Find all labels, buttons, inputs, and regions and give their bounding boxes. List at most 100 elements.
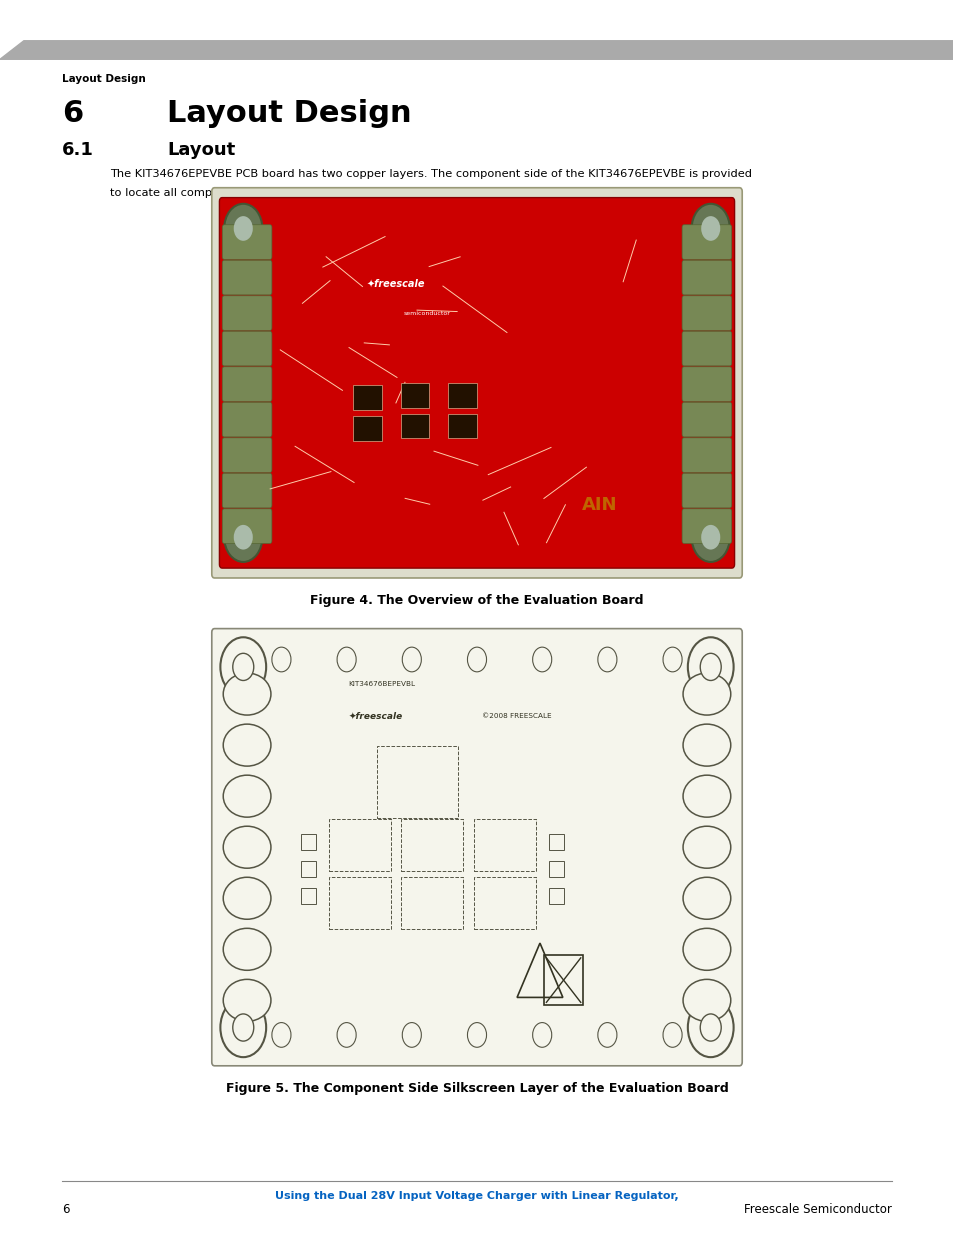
Circle shape [532, 647, 551, 672]
Ellipse shape [682, 826, 730, 868]
Text: KIT34676BEPEVBL: KIT34676BEPEVBL [348, 680, 415, 687]
Text: Freescale Semiconductor: Freescale Semiconductor [743, 1203, 891, 1216]
Circle shape [402, 647, 421, 672]
Circle shape [700, 216, 720, 241]
FancyBboxPatch shape [681, 473, 731, 508]
FancyBboxPatch shape [212, 188, 741, 578]
FancyBboxPatch shape [222, 261, 272, 295]
FancyBboxPatch shape [222, 403, 272, 437]
Text: 6: 6 [62, 1203, 70, 1216]
Circle shape [662, 647, 681, 672]
Circle shape [220, 637, 266, 697]
FancyBboxPatch shape [212, 629, 741, 1066]
Text: 6.1: 6.1 [62, 141, 93, 159]
Text: ✦freescale: ✦freescale [348, 711, 402, 721]
Bar [448, 414, 476, 438]
Ellipse shape [223, 929, 271, 971]
Circle shape [233, 653, 253, 680]
Bar [544, 956, 582, 1005]
Bar [400, 383, 429, 408]
FancyBboxPatch shape [681, 367, 731, 401]
Text: ✦freescale: ✦freescale [366, 278, 425, 288]
Text: Layout Design: Layout Design [167, 99, 411, 127]
Circle shape [336, 647, 355, 672]
Circle shape [700, 1014, 720, 1041]
Bar [448, 383, 476, 408]
Text: 6: 6 [62, 99, 83, 127]
Bar [548, 888, 563, 904]
Ellipse shape [223, 877, 271, 919]
Polygon shape [0, 41, 953, 59]
Ellipse shape [223, 979, 271, 1021]
Ellipse shape [223, 673, 271, 715]
Text: ©2008 FREESCALE: ©2008 FREESCALE [482, 713, 551, 719]
Circle shape [224, 204, 262, 253]
FancyBboxPatch shape [222, 509, 272, 543]
FancyBboxPatch shape [681, 437, 731, 472]
FancyBboxPatch shape [222, 437, 272, 472]
Text: Using the Dual 28V Input Voltage Charger with Linear Regulator,: Using the Dual 28V Input Voltage Charger… [274, 1191, 679, 1200]
Bar [376, 746, 457, 818]
Bar [300, 834, 315, 850]
Circle shape [233, 216, 253, 241]
Circle shape [662, 1023, 681, 1047]
Circle shape [224, 513, 262, 562]
Ellipse shape [223, 776, 271, 818]
Circle shape [598, 647, 617, 672]
Ellipse shape [223, 724, 271, 766]
Text: to locate all components.: to locate all components. [110, 188, 257, 198]
Bar [329, 877, 391, 929]
Text: Figure 4. The Overview of the Evaluation Board: Figure 4. The Overview of the Evaluation… [310, 594, 643, 608]
Ellipse shape [223, 826, 271, 868]
Bar [353, 416, 381, 441]
Circle shape [220, 998, 266, 1057]
Text: Figure 5. The Component Side Silkscreen Layer of the Evaluation Board: Figure 5. The Component Side Silkscreen … [226, 1082, 727, 1095]
Text: Using the Dual 28V Input Voltage Charger with Linear Regulator,: Using the Dual 28V Input Voltage Charger… [274, 1191, 679, 1200]
Ellipse shape [682, 724, 730, 766]
FancyBboxPatch shape [681, 331, 731, 366]
Ellipse shape [682, 776, 730, 818]
Text: AIN: AIN [581, 496, 617, 514]
FancyBboxPatch shape [219, 198, 734, 568]
Circle shape [402, 1023, 421, 1047]
FancyBboxPatch shape [681, 261, 731, 295]
Circle shape [467, 647, 486, 672]
Circle shape [272, 647, 291, 672]
Text: Figure 4: Figure 4 [257, 188, 303, 198]
Ellipse shape [682, 929, 730, 971]
Circle shape [687, 998, 733, 1057]
Circle shape [687, 637, 733, 697]
FancyBboxPatch shape [681, 509, 731, 543]
Bar [300, 861, 315, 877]
FancyBboxPatch shape [222, 225, 272, 259]
Circle shape [691, 204, 729, 253]
Circle shape [272, 1023, 291, 1047]
Bar [548, 861, 563, 877]
FancyBboxPatch shape [222, 367, 272, 401]
Text: Layout: Layout [167, 141, 235, 159]
FancyBboxPatch shape [681, 225, 731, 259]
Bar [474, 819, 536, 871]
Text: semiconductor: semiconductor [403, 311, 450, 316]
Ellipse shape [682, 877, 730, 919]
Circle shape [233, 1014, 253, 1041]
Text: The KIT34676EPEVBE PCB board has two copper layers. The component side of the KI: The KIT34676EPEVBE PCB board has two cop… [110, 169, 751, 179]
Circle shape [467, 1023, 486, 1047]
Text: Layout Design: Layout Design [62, 74, 146, 84]
FancyBboxPatch shape [222, 473, 272, 508]
Circle shape [532, 1023, 551, 1047]
Circle shape [700, 653, 720, 680]
Bar [548, 834, 563, 850]
FancyBboxPatch shape [681, 296, 731, 331]
Bar [400, 819, 462, 871]
Circle shape [336, 1023, 355, 1047]
FancyBboxPatch shape [222, 296, 272, 331]
Text: is an overview of the board, followed by the layout of each layer.: is an overview of the board, followed by… [303, 188, 678, 198]
Bar [400, 877, 462, 929]
Bar [353, 385, 381, 410]
Bar [474, 877, 536, 929]
Bar [400, 414, 429, 438]
Circle shape [700, 525, 720, 550]
Bar [329, 819, 391, 871]
FancyBboxPatch shape [681, 403, 731, 437]
